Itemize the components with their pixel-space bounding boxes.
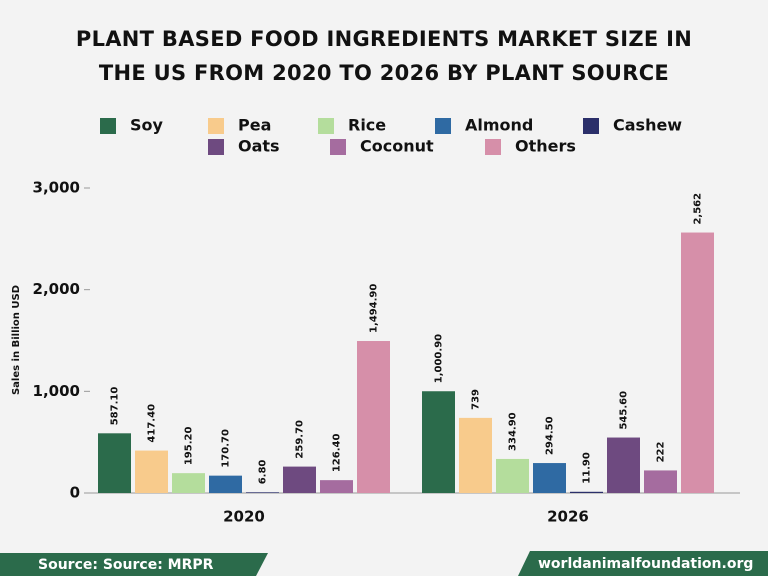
- y-tick-label: 1,000: [33, 382, 80, 400]
- x-tick-label: 2020: [223, 508, 265, 526]
- source: Source: Source: MRPR: [38, 557, 214, 573]
- bar: [644, 470, 677, 493]
- legend-swatch: [100, 118, 116, 134]
- value-label: 1,000.90: [434, 334, 445, 383]
- legend-label: Oats: [238, 137, 280, 156]
- value-label: 11.90: [582, 452, 593, 484]
- y-tick-label: 2,000: [33, 280, 80, 298]
- bar: [320, 480, 353, 493]
- legend-label: Cashew: [613, 116, 682, 135]
- value-label: 170.70: [221, 429, 232, 468]
- legend-swatch: [485, 139, 501, 155]
- source-banner: [0, 553, 268, 576]
- site-banner: [518, 551, 768, 576]
- value-label: 195.20: [184, 427, 195, 466]
- value-label: 334.90: [508, 412, 519, 451]
- legend-swatch: [583, 118, 599, 134]
- bar: [246, 492, 279, 493]
- bar: [283, 466, 316, 493]
- bar: [607, 437, 640, 493]
- value-label: 417.40: [147, 404, 158, 443]
- legend-label: Almond: [465, 116, 533, 135]
- chart-title: PLANT BASED FOOD INGREDIENTS MARKET SIZE…: [75, 27, 693, 85]
- legend-swatch: [318, 118, 334, 134]
- value-label: 739: [471, 389, 482, 410]
- value-label: 259.70: [295, 420, 306, 459]
- value-label: 294.50: [545, 416, 556, 455]
- bar: [422, 391, 455, 493]
- y-tick-label: 0: [70, 484, 80, 502]
- y-tick-label: 3,000: [33, 179, 80, 197]
- value-label: 2,562: [693, 193, 704, 225]
- legend-swatch: [208, 118, 224, 134]
- legend-label: Others: [515, 137, 576, 156]
- bar: [357, 341, 390, 493]
- legend-swatch: [330, 139, 346, 155]
- value-label: 126.40: [332, 434, 343, 473]
- value-label: 222: [656, 442, 667, 463]
- bar: [98, 433, 131, 493]
- bar: [459, 417, 492, 493]
- legend-label: Pea: [238, 116, 271, 135]
- legend-swatch: [208, 139, 224, 155]
- x-tick-label: 2026: [547, 508, 589, 526]
- legend-label: Coconut: [360, 137, 434, 156]
- value-label: 6.80: [258, 460, 269, 485]
- bar: [496, 458, 529, 493]
- site: worldanimalfoundation.org: [538, 556, 753, 572]
- legend-swatch: [435, 118, 451, 134]
- bar: [681, 232, 714, 493]
- bar: [209, 475, 242, 493]
- value-label: 587.10: [110, 387, 121, 426]
- y-axis-label: Sales in Billion USD: [11, 285, 22, 395]
- bar: [135, 450, 168, 493]
- bar: [570, 491, 603, 493]
- value-label: 545.60: [619, 391, 630, 430]
- value-label: 1,494.90: [369, 284, 380, 333]
- legend-label: Soy: [130, 116, 164, 135]
- bar: [533, 463, 566, 493]
- legend-label: Rice: [348, 116, 386, 135]
- bar: [172, 473, 205, 493]
